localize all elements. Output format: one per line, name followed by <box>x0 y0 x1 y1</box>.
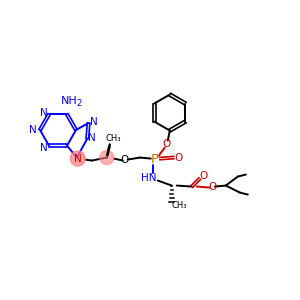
Text: N: N <box>40 143 48 153</box>
Text: N: N <box>90 117 98 127</box>
Text: CH₃: CH₃ <box>105 134 121 143</box>
Circle shape <box>70 151 85 166</box>
Text: P: P <box>151 153 159 166</box>
Text: O: O <box>121 154 129 165</box>
Text: HN: HN <box>141 172 157 183</box>
Text: 2: 2 <box>76 99 82 108</box>
Text: N: N <box>74 154 82 164</box>
Text: NH: NH <box>61 96 77 106</box>
Text: O: O <box>200 171 208 181</box>
Text: CH₃: CH₃ <box>171 201 187 210</box>
Text: N: N <box>29 125 37 135</box>
Text: N: N <box>40 108 48 118</box>
Circle shape <box>100 151 114 165</box>
Text: O: O <box>163 139 171 148</box>
Text: N: N <box>88 133 96 143</box>
Text: O: O <box>209 182 217 192</box>
Text: O: O <box>175 153 183 163</box>
